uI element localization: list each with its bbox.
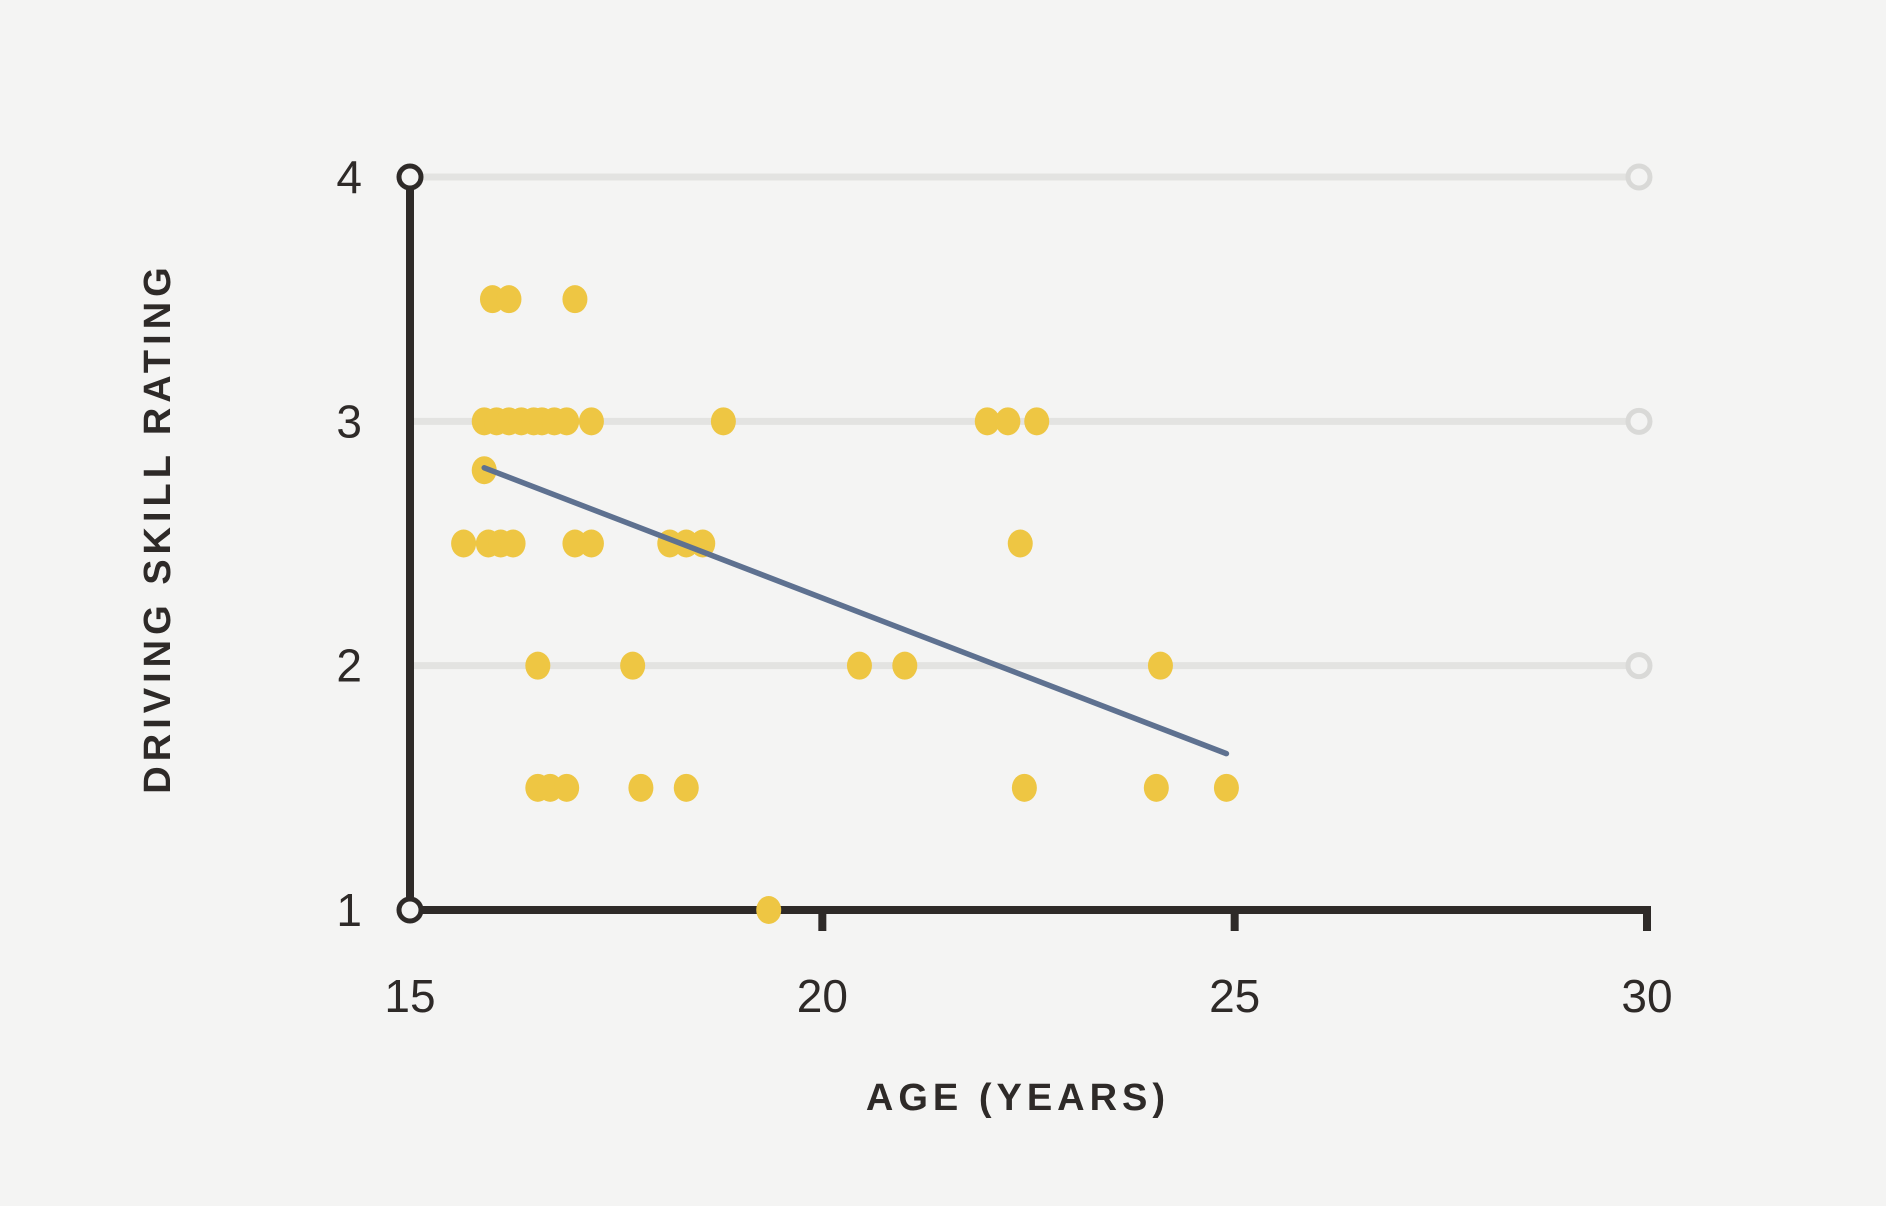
title-layer: AGE (YEARS) DRIVING SKILL RATING xyxy=(137,262,1170,1119)
gridline-end-circle xyxy=(1625,163,1653,191)
data-point xyxy=(756,896,782,924)
y-tick-label-3: 3 xyxy=(336,395,362,447)
x-tick-label-20: 20 xyxy=(797,970,848,1022)
data-point xyxy=(525,651,551,680)
data-point xyxy=(554,773,580,802)
axis-layer xyxy=(396,163,1651,931)
data-point xyxy=(1143,773,1169,802)
data-point xyxy=(578,407,604,436)
trend-line xyxy=(481,465,1230,757)
data-point xyxy=(974,407,1000,436)
data-point xyxy=(995,407,1021,436)
data-point xyxy=(500,529,526,558)
data-point xyxy=(496,285,522,314)
data-point xyxy=(673,773,699,802)
x-axis-title: AGE (YEARS) xyxy=(866,1077,1170,1119)
data-point xyxy=(451,529,477,558)
y-axis-title: DRIVING SKILL RATING xyxy=(137,262,179,793)
data-point xyxy=(710,407,736,436)
data-point xyxy=(1011,773,1037,802)
trend-layer xyxy=(481,465,1230,757)
x-tick-label-30: 30 xyxy=(1621,970,1672,1022)
y-tick-label-1: 1 xyxy=(336,884,362,936)
gridline-end-circle xyxy=(1625,407,1653,435)
tick-label-layer: 15 20 25 30 1 2 3 4 xyxy=(336,151,1672,1022)
data-point xyxy=(846,651,872,680)
y-tick-label-4: 4 xyxy=(336,151,362,203)
y-tick-label-2: 2 xyxy=(336,640,362,692)
grid-layer xyxy=(410,163,1653,680)
x-tick-label-15: 15 xyxy=(384,970,435,1022)
data-point xyxy=(554,407,580,436)
gridline-end-circle xyxy=(1625,652,1653,680)
x-tick-label-25: 25 xyxy=(1209,970,1260,1022)
data-point xyxy=(1147,651,1173,680)
data-point xyxy=(1024,407,1050,436)
data-point xyxy=(892,651,918,680)
data-point xyxy=(1213,773,1239,802)
data-point xyxy=(578,529,604,558)
axis-origin-circle xyxy=(396,896,424,924)
y-axis-top-circle xyxy=(396,163,424,191)
data-point xyxy=(620,651,646,680)
data-point xyxy=(1007,529,1033,558)
data-point xyxy=(628,773,654,802)
data-point xyxy=(562,285,588,314)
point-layer xyxy=(451,285,1239,924)
